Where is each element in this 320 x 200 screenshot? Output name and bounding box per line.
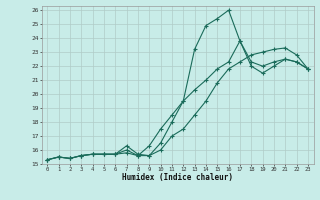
X-axis label: Humidex (Indice chaleur): Humidex (Indice chaleur) <box>122 173 233 182</box>
